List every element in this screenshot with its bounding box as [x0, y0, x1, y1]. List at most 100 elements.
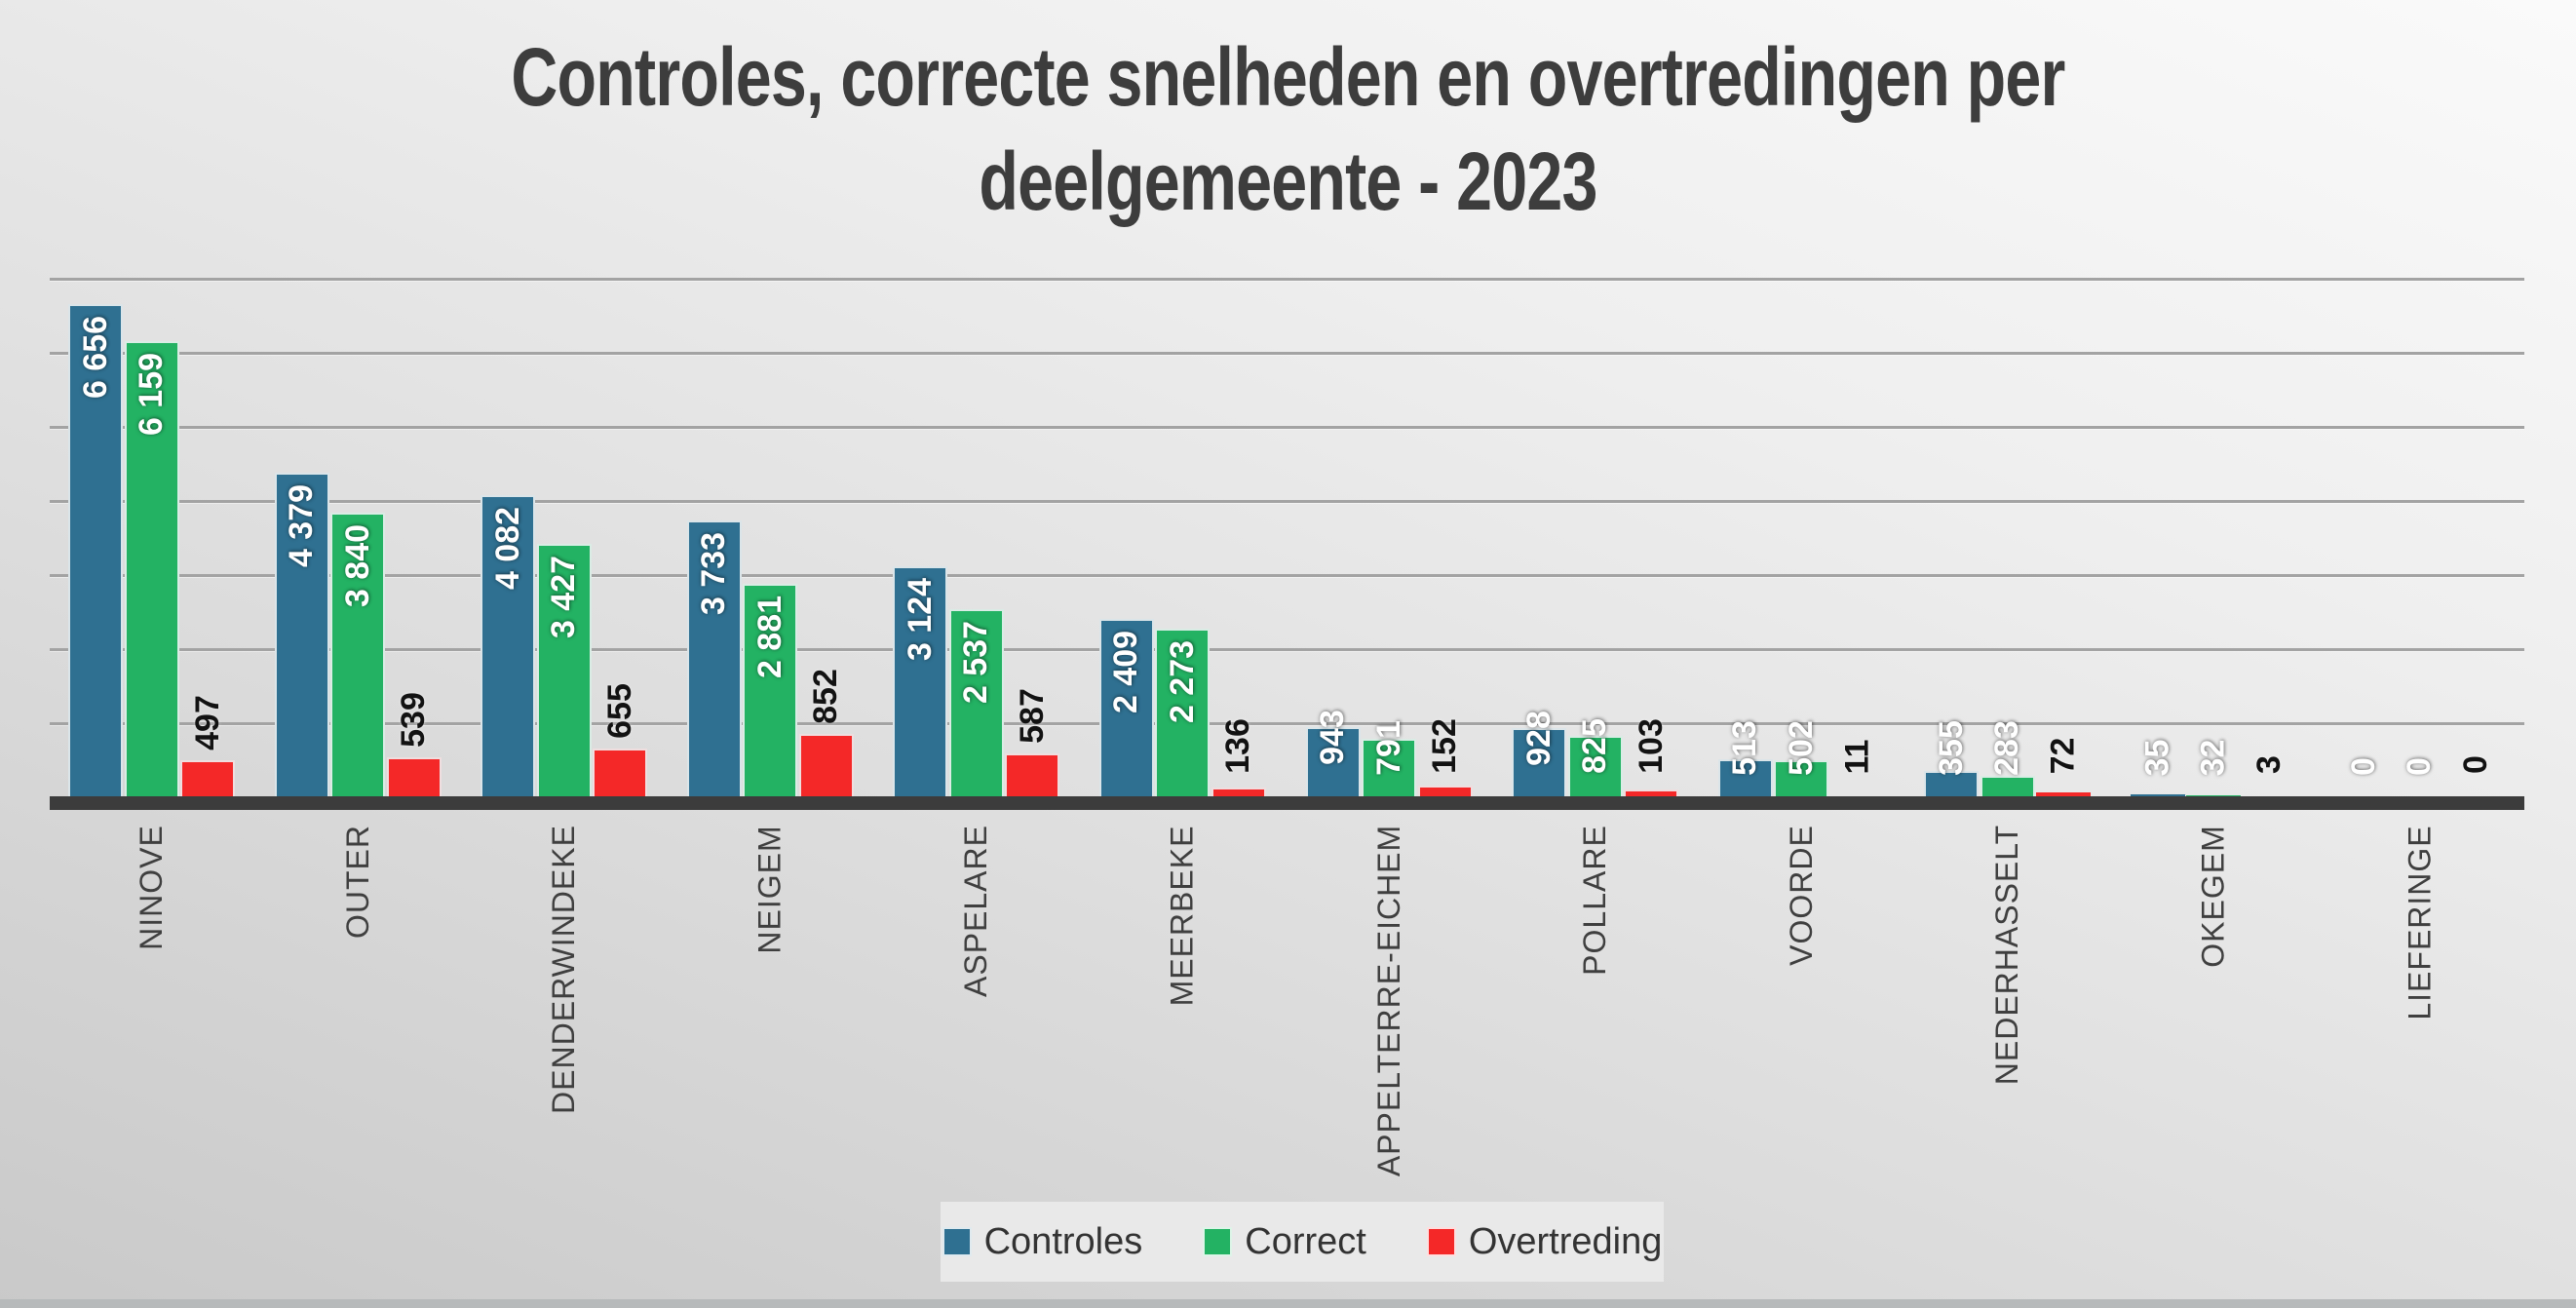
x-axis-label-okegem: OKEGEM: [2196, 824, 2232, 968]
value-label-controles-meerbeke: 2 409: [1107, 630, 1145, 713]
gridline-7000: [50, 278, 2524, 281]
bar-overtreding-ninove: [180, 760, 235, 797]
value-label-controles-neigem: 3 733: [695, 532, 733, 616]
value-label-overtreding-appelterre-eichem: 152: [1425, 718, 1463, 774]
bar-controles-voorde: [1717, 759, 1773, 797]
x-axis-label-denderwindeke: DENDERWINDEKE: [546, 825, 582, 1114]
x-axis-label-aspelare: ASPELARE: [958, 825, 994, 997]
bar-controles-outer: [274, 473, 329, 797]
value-label-overtreding-aspelare: 587: [1013, 688, 1051, 745]
x-axis-label-outer: OUTER: [339, 825, 375, 939]
bar-overtreding-appelterre-eichem: [1417, 786, 1473, 797]
value-label-overtreding-lieferinge: 0: [2456, 755, 2494, 774]
bar-overtreding-meerbeke: [1211, 787, 1266, 797]
value-label-controles-pollare: 928: [1519, 711, 1557, 766]
chart-title-line2: deelgemeente - 2023: [979, 135, 1597, 227]
bar-controles-nederhasselt: [1924, 771, 1980, 797]
legend-item-overtreding: Overtreding: [1426, 1220, 1663, 1263]
bar-overtreding-aspelare: [1005, 753, 1060, 797]
value-label-controles-outer: 4 379: [283, 484, 321, 568]
bar-correct-denderwindeke: [536, 543, 592, 797]
value-label-controles-nederhasselt: 355: [1932, 720, 1970, 776]
legend-swatch-correct: [1203, 1227, 1233, 1256]
chart-title: Controles, correcte snelheden en overtre…: [0, 25, 2576, 234]
legend-label-controles: Controles: [983, 1220, 1143, 1262]
gridline-2000: [50, 648, 2524, 651]
value-label-overtreding-denderwindeke: 655: [600, 683, 638, 740]
value-label-overtreding-pollare: 103: [1632, 718, 1670, 774]
x-axis-label-meerbeke: MEERBEKE: [1164, 825, 1200, 1006]
value-label-correct-ninove: 6 159: [133, 352, 171, 436]
legend-item-controles: Controles: [942, 1220, 1143, 1263]
gridline-3000: [50, 574, 2524, 577]
bar-correct-nederhasselt: [1980, 776, 2035, 797]
value-label-correct-nederhasselt: 283: [1988, 720, 2026, 776]
legend-label-overtreding: Overtreding: [1468, 1220, 1663, 1262]
value-label-overtreding-okegem: 3: [2250, 755, 2288, 774]
legend: Controles Correct Overtreding: [941, 1202, 1664, 1282]
bar-overtreding-denderwindeke: [593, 749, 648, 797]
bar-correct-neigem: [743, 584, 798, 797]
value-label-controles-okegem: 35: [2138, 739, 2176, 776]
value-label-overtreding-meerbeke: 136: [1219, 718, 1257, 774]
value-label-overtreding-neigem: 852: [807, 669, 845, 725]
chart-title-line1: Controles, correcte snelheden en overtre…: [511, 31, 2065, 123]
bar-correct-pollare: [1567, 736, 1623, 797]
value-label-correct-pollare: 825: [1575, 717, 1613, 774]
bar-controles-pollare: [1512, 728, 1567, 797]
bar-controles-ninove: [68, 304, 123, 797]
value-label-correct-okegem: 32: [2194, 739, 2232, 776]
value-label-controles-ninove: 6 656: [76, 316, 114, 400]
x-axis-label-lieferinge: LIEFERINGE: [2402, 824, 2438, 1020]
value-label-correct-appelterre-eichem: 791: [1369, 720, 1407, 776]
slide-bottom-edge: [0, 1299, 2576, 1308]
bar-overtreding-neigem: [798, 734, 854, 797]
bar-overtreding-outer: [386, 757, 442, 797]
value-label-correct-aspelare: 2 537: [957, 621, 995, 705]
legend-swatch-controles: [942, 1227, 972, 1256]
value-label-controles-aspelare: 3 124: [901, 577, 939, 661]
bar-correct-ninove: [124, 340, 179, 797]
x-axis-label-ninove: NINOVE: [133, 825, 169, 950]
value-label-controles-voorde: 513: [1726, 720, 1764, 776]
bar-controles-neigem: [686, 520, 742, 797]
value-label-overtreding-ninove: 497: [188, 695, 226, 751]
value-label-controles-appelterre-eichem: 943: [1313, 709, 1351, 765]
bar-correct-appelterre-eichem: [1362, 738, 1416, 797]
value-label-correct-voorde: 502: [1782, 720, 1820, 776]
gridline-1000: [50, 722, 2524, 725]
legend-item-correct: Correct: [1203, 1221, 1366, 1263]
value-label-correct-denderwindeke: 3 427: [545, 555, 583, 638]
x-axis-label-nederhasselt: NEDERHASSELT: [1989, 824, 2025, 1086]
value-label-correct-outer: 3 840: [338, 524, 376, 608]
bar-controles-okegem: [2130, 794, 2185, 797]
value-label-correct-lieferinge: 0: [2401, 757, 2439, 776]
gridline-4000: [50, 500, 2524, 503]
value-label-overtreding-nederhasselt: 72: [2044, 737, 2082, 774]
legend-label-correct: Correct: [1245, 1220, 1366, 1262]
value-label-overtreding-voorde: 11: [1838, 739, 1876, 774]
bar-overtreding-pollare: [1624, 789, 1679, 797]
x-axis-label-pollare: POLLARE: [1576, 825, 1612, 976]
value-label-controles-lieferinge: 0: [2344, 757, 2382, 776]
bar-controles-denderwindeke: [481, 494, 536, 797]
bar-controles-aspelare: [893, 565, 948, 797]
gridline-5000: [50, 426, 2524, 429]
gridline-6000: [50, 352, 2524, 355]
value-label-correct-neigem: 2 881: [750, 595, 788, 679]
x-axis-label-neigem: NEIGEM: [751, 824, 788, 954]
value-label-controles-denderwindeke: 4 082: [488, 506, 526, 590]
bar-correct-aspelare: [948, 609, 1004, 797]
bar-correct-voorde: [1774, 759, 1829, 797]
legend-swatch-overtreding: [1426, 1227, 1456, 1256]
x-axis-label-voorde: VOORDE: [1783, 825, 1819, 966]
value-label-overtreding-outer: 539: [394, 692, 432, 748]
value-label-correct-meerbeke: 2 273: [1163, 640, 1201, 724]
bar-correct-meerbeke: [1155, 629, 1211, 797]
bar-overtreding-nederhasselt: [2036, 791, 2092, 797]
bar-correct-outer: [330, 513, 386, 797]
x-axis-line: [50, 796, 2524, 810]
x-axis-label-appelterre-eichem: APPELTERRE-EICHEM: [1370, 824, 1406, 1177]
